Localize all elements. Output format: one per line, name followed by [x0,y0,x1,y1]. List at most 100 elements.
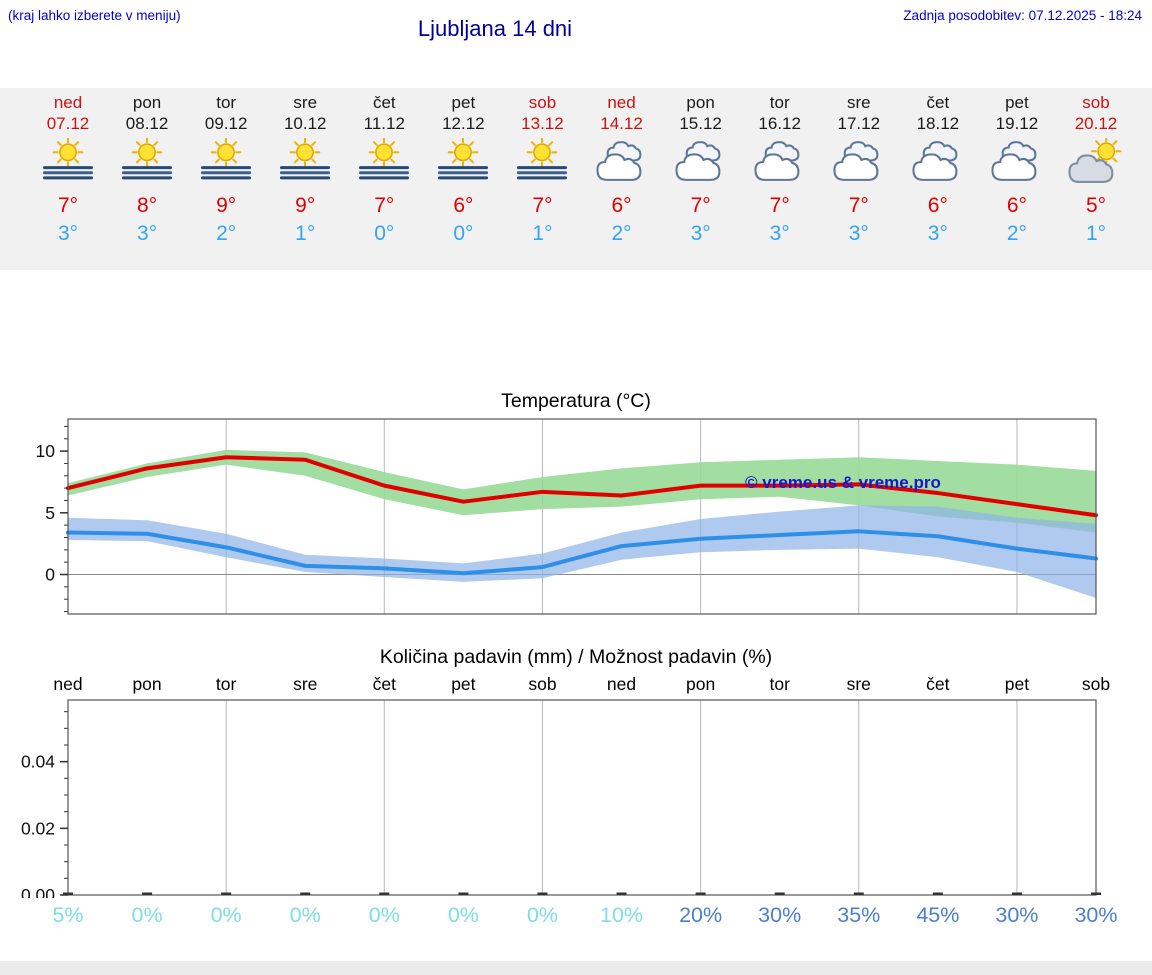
high-temp: 7° [769,194,790,217]
sun-ray [215,158,220,164]
footer-bar [0,961,1152,975]
forecast-day: pet 12.12 6° 0° [424,88,503,246]
forecast-day: čet 18.12 6° 3° [898,88,977,246]
day-date: 18.12 [916,114,960,133]
sun-disc [296,143,315,162]
day-icon-wrap [898,138,977,188]
sun-disc [454,143,473,162]
cloudy-icon [675,141,721,181]
day-date: 11.12 [363,114,405,133]
day-name: tor [216,93,237,112]
day-name: pon [132,93,162,112]
low-temp: 0° [374,222,395,245]
front-cloud [912,153,958,181]
watermark-link[interactable]: © vreme.us & vreme.pro [745,473,941,492]
sun-fog-icon [359,136,410,180]
sun-ray [294,141,300,147]
cloudy-icon [991,141,1037,181]
cloudy-icon [595,141,641,181]
precip-probability: 30% [995,903,1039,927]
sun-ray [232,158,238,164]
menu-note: (kraj lahko izberete v meniju) [8,8,181,23]
precip-day-label: ned [53,674,83,694]
day-name: tor [769,93,790,112]
day-name: pet [451,93,476,112]
low-temp: 2° [1006,222,1027,245]
precip-day-label: sob [528,674,557,694]
front-cloud [754,153,800,181]
forecast-day: sob 20.12 5° 1° [1057,88,1136,246]
day-icon-wrap [424,136,503,188]
forecast-day: pon 15.12 7° 3° [661,88,740,246]
day-name: sob [1082,93,1110,112]
sun-ray [469,158,475,164]
low-temp: 0° [453,222,474,245]
forecast-day: sre 17.12 7° 3° [819,88,898,246]
forecast-day: tor 09.12 9° 2° [187,88,266,246]
precip-bar [142,892,153,895]
precip-probability: 0% [289,903,321,927]
day-icon-wrap [582,138,661,188]
high-temp: 7° [848,194,869,217]
sun-fog-icon [280,136,331,180]
high-temp: 6° [453,194,474,217]
sun-ray [531,141,537,147]
precip-bar [853,892,864,895]
forecast-day: pon 08.12 8° 3° [108,88,187,246]
sun-ray [294,158,300,164]
high-temp: 9° [295,194,316,217]
sun-fog-icon [517,136,568,180]
y-tick-label: 10 [36,441,56,461]
precip-probability: 30% [758,903,802,927]
day-date: 10.12 [283,114,327,133]
precip-probability: 0% [526,903,558,927]
day-date: 08.12 [125,114,169,133]
precip-probability: 45% [916,903,960,927]
high-temp: 6° [611,194,632,217]
day-name: ned [53,93,83,112]
precip-bar [932,892,943,895]
day-icon-wrap [503,136,582,188]
precip-day-label: sre [846,674,871,694]
precip-bar [300,892,311,895]
front-cloud [595,153,641,181]
day-date: 12.12 [442,114,485,133]
precip-day-labels: ned pon tor sre čet pet sob ned pon tor sre čet pet s… [0,674,1152,698]
cloudy-icon [754,141,800,181]
precip-chart: 0.00 0.02 0.04 [21,699,1101,898]
precip-bar [695,892,706,895]
forecast-day: ned 14.12 6° 2° [582,88,661,246]
high-temp: 5° [1085,194,1107,217]
precip-chart-title: Količina padavin (mm) / Možnost padavin … [379,646,773,668]
low-temp: 3° [690,222,711,245]
sun-ray [311,158,317,164]
day-name: sre [846,93,871,112]
forecast-day: ned 07.12 7° 3° [29,88,108,246]
y-tick-label: 0.02 [21,818,55,838]
sun-disc [138,143,157,162]
day-date: 14.12 [600,114,643,133]
high-temp: 6° [1006,194,1027,217]
precip-day-label: tor [215,674,237,694]
day-date: 09.12 [204,114,248,133]
low-temp: 3° [137,222,158,245]
precip-bar [63,892,73,895]
sun-ray [452,158,458,164]
sun-ray [1112,157,1118,163]
precip-bar [774,892,785,895]
y-tick-label: 5 [45,503,55,523]
sun-ray [74,141,80,147]
precip-bar [1011,892,1022,895]
plot-border [67,699,1097,896]
sun-ray [373,141,379,147]
temp-chart-title: Temperatura (°C) [501,390,651,412]
sun-fog-icon [438,136,489,180]
day-icon-wrap [345,136,424,188]
min-temp-band [68,505,1096,598]
day-name: sre [293,93,318,112]
y-tick-label: 0.04 [21,752,55,772]
precip-probability: 10% [600,903,644,927]
sun-ray [390,141,396,147]
high-temp: 7° [374,194,395,217]
sun-ray [135,141,141,147]
